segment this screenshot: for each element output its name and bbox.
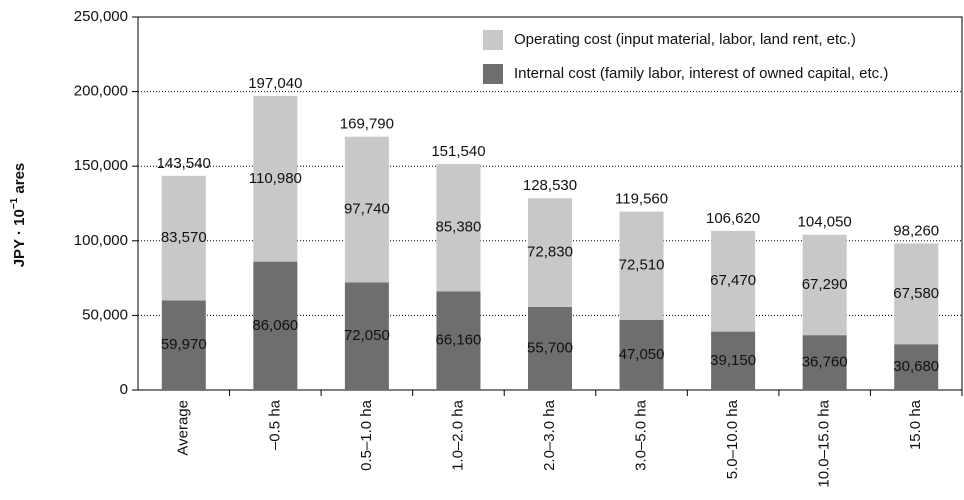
bar-segment — [436, 163, 481, 292]
y-tick-label: 0 — [120, 381, 128, 398]
y-tick-label: 250,000 — [74, 8, 128, 25]
value-label: 67,580 — [893, 285, 939, 302]
value-label: 47,050 — [619, 346, 665, 363]
bar-segment — [894, 344, 939, 390]
value-label: 86,060 — [252, 317, 298, 334]
total-label: 104,050 — [798, 214, 852, 231]
x-tick-label: 2.0–3.0 ha — [541, 399, 558, 471]
value-label: 66,160 — [435, 332, 481, 349]
bar-segment — [344, 282, 389, 390]
bar-segment — [711, 331, 756, 390]
y-tick-label: 200,000 — [74, 83, 128, 100]
value-label: 30,680 — [893, 358, 939, 375]
bar-segment — [528, 306, 572, 390]
bar-segment — [802, 234, 847, 336]
y-label-end: ares — [11, 163, 28, 198]
bar-segment — [802, 335, 847, 390]
bar-segment — [711, 230, 756, 332]
x-tick-label: 5.0–10.0 ha — [724, 399, 741, 479]
y-tick-label: 50,000 — [82, 306, 128, 323]
legend-label: Internal cost (family labor, interest of… — [514, 65, 888, 82]
value-label: 110,980 — [249, 170, 302, 187]
bar-segment — [619, 211, 664, 320]
value-label: 97,740 — [344, 201, 390, 218]
value-label: 59,970 — [161, 336, 207, 353]
bar-segment — [528, 198, 572, 307]
legend-swatch — [483, 30, 503, 50]
bar-segment — [161, 175, 206, 301]
value-label: 39,150 — [710, 352, 756, 369]
total-label: 143,540 — [157, 155, 211, 172]
bar-segment — [436, 291, 481, 390]
value-label: 85,380 — [435, 219, 481, 236]
total-label: 151,540 — [431, 143, 485, 160]
total-label: 197,040 — [248, 75, 302, 92]
y-tick-label: 150,000 — [74, 157, 128, 174]
value-label: 55,700 — [527, 339, 573, 356]
bar-segment — [894, 243, 939, 345]
value-label: 36,760 — [802, 354, 848, 371]
legend-label: Operating cost (input material, labor, l… — [514, 31, 856, 48]
value-label: 72,510 — [619, 257, 665, 274]
legend-swatch — [483, 64, 503, 84]
value-label: 83,570 — [161, 229, 207, 246]
value-label: 72,830 — [527, 244, 573, 261]
x-tick-label: 3.0–5.0 ha — [633, 399, 650, 471]
y-axis-label: JPY · 10−1 ares — [9, 163, 28, 268]
bar-segment — [344, 136, 389, 283]
x-tick-label: 1.0–2.0 ha — [449, 399, 466, 471]
total-label: 169,790 — [340, 116, 394, 133]
total-label: 98,260 — [893, 222, 939, 239]
bar-segment — [253, 261, 298, 390]
value-label: 72,050 — [344, 327, 390, 344]
bar-segment — [253, 96, 298, 262]
y-label-main: JPY · 10 — [11, 209, 28, 267]
bar-segment — [161, 300, 206, 390]
x-tick-label: 0.5–1.0 ha — [358, 399, 375, 471]
total-label: 128,530 — [523, 177, 577, 194]
x-tick-label: Average — [175, 400, 192, 456]
x-tick-label: –0.5 ha — [266, 399, 283, 450]
total-label: 119,560 — [615, 191, 668, 208]
bar-segment — [619, 319, 664, 390]
y-tick-label: 100,000 — [74, 232, 128, 249]
x-tick-label: 15.0 ha — [907, 399, 924, 450]
total-label: 106,620 — [706, 210, 760, 227]
value-label: 67,470 — [710, 272, 756, 289]
x-tick-label: 10.0–15.0 ha — [816, 399, 833, 487]
y-label-sup: −1 — [9, 197, 20, 209]
value-label: 67,290 — [802, 276, 848, 293]
